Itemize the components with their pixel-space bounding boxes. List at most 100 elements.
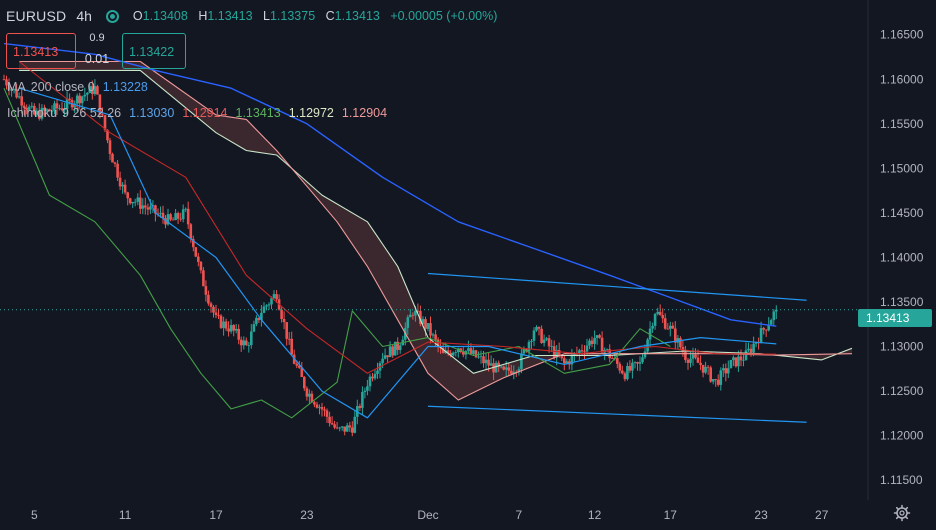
candle-body [696, 357, 700, 363]
candle-body [98, 94, 102, 115]
candle-body [149, 206, 152, 210]
ichimoku-conversion-line[interactable] [18, 87, 777, 419]
price-tick-label: 1.13500 [880, 295, 924, 309]
candle-body [764, 329, 768, 331]
candle-body [176, 213, 180, 219]
lot-size[interactable]: 0.9 [89, 32, 105, 44]
candle-body [656, 311, 659, 314]
candle-body [472, 350, 475, 354]
candle-body [348, 425, 352, 428]
candle-body [724, 368, 728, 374]
candle-body [633, 362, 637, 363]
candle-body [358, 406, 362, 408]
candle-body [371, 376, 374, 379]
candle-body [227, 328, 230, 332]
ma-200-line[interactable] [3, 42, 777, 327]
candle-body [487, 359, 490, 366]
ichimoku-lead-a-value: 1.12972 [288, 106, 334, 120]
candle-body [257, 317, 261, 320]
ichimoku-lead-b-line[interactable] [19, 60, 853, 401]
trendline-lower[interactable] [427, 405, 807, 423]
candle-body [742, 359, 745, 361]
market-status-icon [105, 9, 119, 23]
ichimoku-legend[interactable]: Ichimoku 9 26 52 26 1.13030 1.12914 1.13413 1… [7, 106, 387, 120]
candle-body [242, 340, 246, 346]
candle-body [55, 103, 59, 109]
candle-body [247, 345, 251, 346]
candle-body [628, 366, 632, 371]
candle-body [204, 286, 208, 295]
symbol-name[interactable]: EURUSD [6, 8, 67, 24]
candle-body [661, 315, 664, 319]
candle-body [684, 351, 687, 360]
time-tick-label: 5 [31, 508, 38, 522]
candle-body [285, 322, 288, 339]
spread-value: 0.01 [84, 52, 110, 66]
candle-body [512, 371, 516, 374]
candle-body [53, 103, 56, 111]
candle-body [361, 392, 364, 408]
candle-body [303, 376, 306, 389]
candle-body [340, 426, 344, 428]
interval-label[interactable]: 4h [76, 8, 92, 24]
candle-body [169, 214, 172, 220]
candle-body [320, 407, 324, 410]
candle-body [330, 423, 334, 425]
ma-legend[interactable]: MA 200 close 0 1.13228 [7, 80, 148, 94]
candle-body [507, 367, 511, 371]
candle-body [441, 347, 445, 354]
candle-body [714, 379, 717, 380]
candle-body [45, 109, 49, 111]
buy-button[interactable]: 1.13422 [122, 33, 186, 69]
candle-body [474, 350, 478, 358]
gear-icon[interactable] [893, 504, 911, 522]
candle-body [398, 345, 402, 350]
candle-body [131, 202, 134, 204]
candle-body [239, 339, 243, 346]
candle-body [704, 366, 707, 373]
close-value: 1.13413 [334, 9, 380, 23]
candle-body [434, 334, 437, 340]
ichimoku-lagging-line[interactable] [3, 87, 671, 419]
candle-body [27, 106, 31, 110]
candle-body [494, 362, 498, 373]
candle-body [75, 95, 79, 104]
candle-body [535, 327, 538, 331]
candle-body [116, 163, 119, 178]
sell-button[interactable]: 1.13413 [6, 33, 76, 69]
ichimoku-lead-a-line[interactable] [19, 69, 853, 374]
candle-body [711, 379, 715, 382]
candle-body [669, 325, 672, 329]
candle-body [308, 393, 311, 397]
candle-body [229, 325, 233, 332]
trendline-upper[interactable] [427, 272, 807, 301]
ichimoku-base-line[interactable] [18, 61, 777, 374]
candle-body [396, 341, 399, 350]
candle-body [108, 140, 112, 154]
candle-body [555, 350, 558, 358]
candle-body [593, 338, 596, 344]
candle-body [111, 153, 114, 163]
price-tick-label: 1.13000 [880, 340, 924, 354]
candle-body [563, 358, 566, 364]
candle-body [60, 108, 64, 110]
candle-body [189, 224, 193, 239]
candle-body [171, 219, 175, 221]
candle-body [146, 207, 150, 210]
candle-body [383, 355, 387, 359]
price-tick-label: 1.16000 [880, 72, 924, 86]
candle-body [192, 238, 195, 248]
candle-body [600, 337, 604, 353]
candle-body [58, 108, 61, 109]
candle-body [772, 311, 776, 321]
candle-body [270, 298, 273, 305]
candle-body [638, 362, 642, 364]
candle-body [202, 270, 205, 287]
candle-body [234, 328, 238, 331]
candle-body [328, 416, 331, 424]
time-tick-label: 23 [754, 508, 768, 522]
candle-body [287, 338, 291, 340]
candle-body [93, 86, 97, 94]
